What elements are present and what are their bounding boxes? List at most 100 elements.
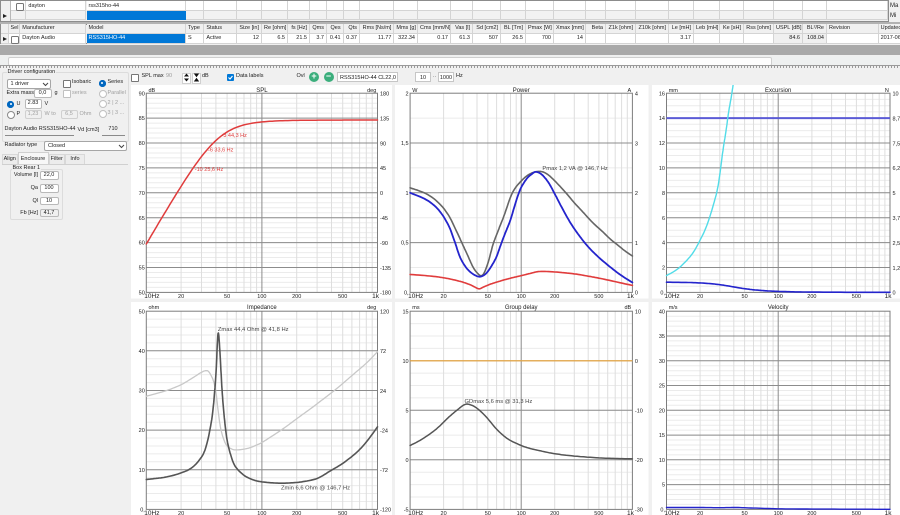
- svg-text:10Hz: 10Hz: [408, 510, 423, 515]
- svg-text:dB: dB: [149, 88, 156, 94]
- svg-text:Velocity: Velocity: [767, 305, 788, 311]
- svg-text:14: 14: [658, 116, 664, 122]
- svg-text:30: 30: [658, 358, 664, 364]
- svg-text:135: 135: [380, 116, 389, 122]
- svg-text:10Hz: 10Hz: [144, 510, 159, 515]
- svg-text:40: 40: [139, 348, 145, 354]
- svg-text:15: 15: [402, 309, 408, 315]
- svg-text:70: 70: [139, 191, 145, 197]
- svg-text:-20: -20: [635, 458, 643, 464]
- svg-text:40: 40: [658, 309, 664, 315]
- svg-text:100: 100: [257, 511, 266, 515]
- svg-text:-10: -10: [635, 408, 643, 414]
- svg-text:55: 55: [139, 266, 145, 272]
- svg-text:4: 4: [635, 92, 638, 98]
- svg-text:20: 20: [697, 511, 703, 515]
- svg-text:200: 200: [292, 294, 301, 298]
- svg-text:20: 20: [139, 428, 145, 434]
- svg-text:20: 20: [441, 294, 447, 298]
- svg-text:1: 1: [406, 191, 409, 197]
- svg-text:Pmax 1,2 VA @ 146,7 Hz: Pmax 1,2 VA @ 146,7 Hz: [542, 166, 607, 172]
- svg-text:Impedance: Impedance: [247, 305, 277, 311]
- svg-text:72: 72: [380, 349, 386, 355]
- svg-text:6,25: 6,25: [892, 166, 900, 172]
- svg-text:50: 50: [224, 511, 230, 515]
- svg-text:W: W: [412, 88, 418, 94]
- svg-text:50: 50: [224, 294, 230, 298]
- svg-text:50: 50: [485, 511, 491, 515]
- svg-text:100: 100: [517, 511, 526, 515]
- svg-text:50: 50: [741, 294, 747, 298]
- svg-text:Zmax 44,4 Ohm @ 41,8 Hz: Zmax 44,4 Ohm @ 41,8 Hz: [218, 326, 289, 332]
- svg-text:3,75: 3,75: [892, 216, 900, 222]
- svg-text:4: 4: [661, 241, 664, 247]
- svg-text:30: 30: [139, 388, 145, 394]
- svg-text:100: 100: [257, 294, 266, 298]
- svg-text:-120: -120: [380, 507, 391, 513]
- svg-text:-10 25,6 Hz: -10 25,6 Hz: [195, 167, 224, 173]
- svg-text:20: 20: [178, 511, 184, 515]
- svg-text:-6 33,6 Hz: -6 33,6 Hz: [208, 148, 234, 154]
- svg-text:1k: 1k: [627, 510, 635, 515]
- svg-text:1k: 1k: [372, 510, 380, 515]
- svg-text:-3 44,3 Hz: -3 44,3 Hz: [222, 133, 248, 139]
- svg-text:-135: -135: [380, 266, 391, 272]
- svg-text:10: 10: [658, 457, 664, 463]
- svg-text:10Hz: 10Hz: [144, 293, 159, 298]
- svg-text:1: 1: [635, 241, 638, 247]
- svg-text:50: 50: [139, 309, 145, 315]
- svg-text:SPL: SPL: [256, 88, 268, 94]
- svg-text:65: 65: [139, 216, 145, 222]
- svg-text:500: 500: [594, 511, 603, 515]
- svg-text:0: 0: [892, 291, 895, 297]
- svg-text:180: 180: [380, 92, 389, 98]
- svg-text:10Hz: 10Hz: [664, 510, 679, 515]
- svg-text:500: 500: [594, 294, 603, 298]
- svg-text:10Hz: 10Hz: [408, 293, 423, 298]
- svg-text:10Hz: 10Hz: [664, 293, 679, 298]
- svg-text:50: 50: [741, 511, 747, 515]
- svg-text:0: 0: [406, 457, 409, 463]
- svg-text:200: 200: [550, 294, 559, 298]
- svg-text:N: N: [884, 88, 888, 94]
- svg-text:500: 500: [338, 511, 347, 515]
- svg-text:0: 0: [635, 291, 638, 297]
- svg-text:100: 100: [773, 511, 782, 515]
- svg-text:2: 2: [635, 191, 638, 197]
- svg-text:1,5: 1,5: [401, 141, 409, 147]
- svg-text:24: 24: [380, 388, 386, 394]
- svg-text:GDmax 5,6 ms @ 31,3 Hz: GDmax 5,6 ms @ 31,3 Hz: [465, 398, 533, 404]
- svg-text:500: 500: [338, 294, 347, 298]
- svg-text:5: 5: [406, 408, 409, 414]
- svg-text:A: A: [628, 88, 632, 94]
- svg-text:1,25: 1,25: [892, 266, 900, 272]
- svg-text:2,5: 2,5: [892, 241, 900, 247]
- svg-text:-180: -180: [380, 291, 391, 297]
- svg-text:1k: 1k: [627, 293, 635, 298]
- svg-text:35: 35: [658, 334, 664, 340]
- svg-text:Group delay: Group delay: [505, 305, 538, 311]
- svg-text:Power: Power: [513, 88, 530, 94]
- svg-text:6: 6: [661, 216, 664, 222]
- svg-text:ms: ms: [412, 305, 420, 311]
- svg-text:Zmin 6,6 Ohm @ 146,7 Hz: Zmin 6,6 Ohm @ 146,7 Hz: [281, 485, 350, 491]
- svg-text:200: 200: [292, 511, 301, 515]
- svg-text:5: 5: [661, 482, 664, 488]
- svg-text:10: 10: [892, 92, 898, 98]
- svg-text:m/s: m/s: [668, 305, 677, 311]
- svg-text:500: 500: [851, 294, 860, 298]
- svg-text:2: 2: [406, 91, 409, 97]
- svg-text:10: 10: [635, 309, 641, 315]
- svg-text:0,: 0,: [140, 507, 145, 513]
- svg-text:2: 2: [661, 266, 664, 272]
- svg-text:-5: -5: [404, 507, 409, 513]
- svg-text:50: 50: [139, 291, 145, 297]
- svg-text:45: 45: [380, 166, 386, 172]
- svg-text:3: 3: [635, 141, 638, 147]
- svg-text:20: 20: [658, 408, 664, 414]
- svg-text:200: 200: [807, 511, 816, 515]
- svg-text:16: 16: [658, 91, 664, 97]
- svg-text:0,5: 0,5: [401, 241, 409, 247]
- svg-text:5: 5: [892, 191, 895, 197]
- svg-text:20: 20: [697, 294, 703, 298]
